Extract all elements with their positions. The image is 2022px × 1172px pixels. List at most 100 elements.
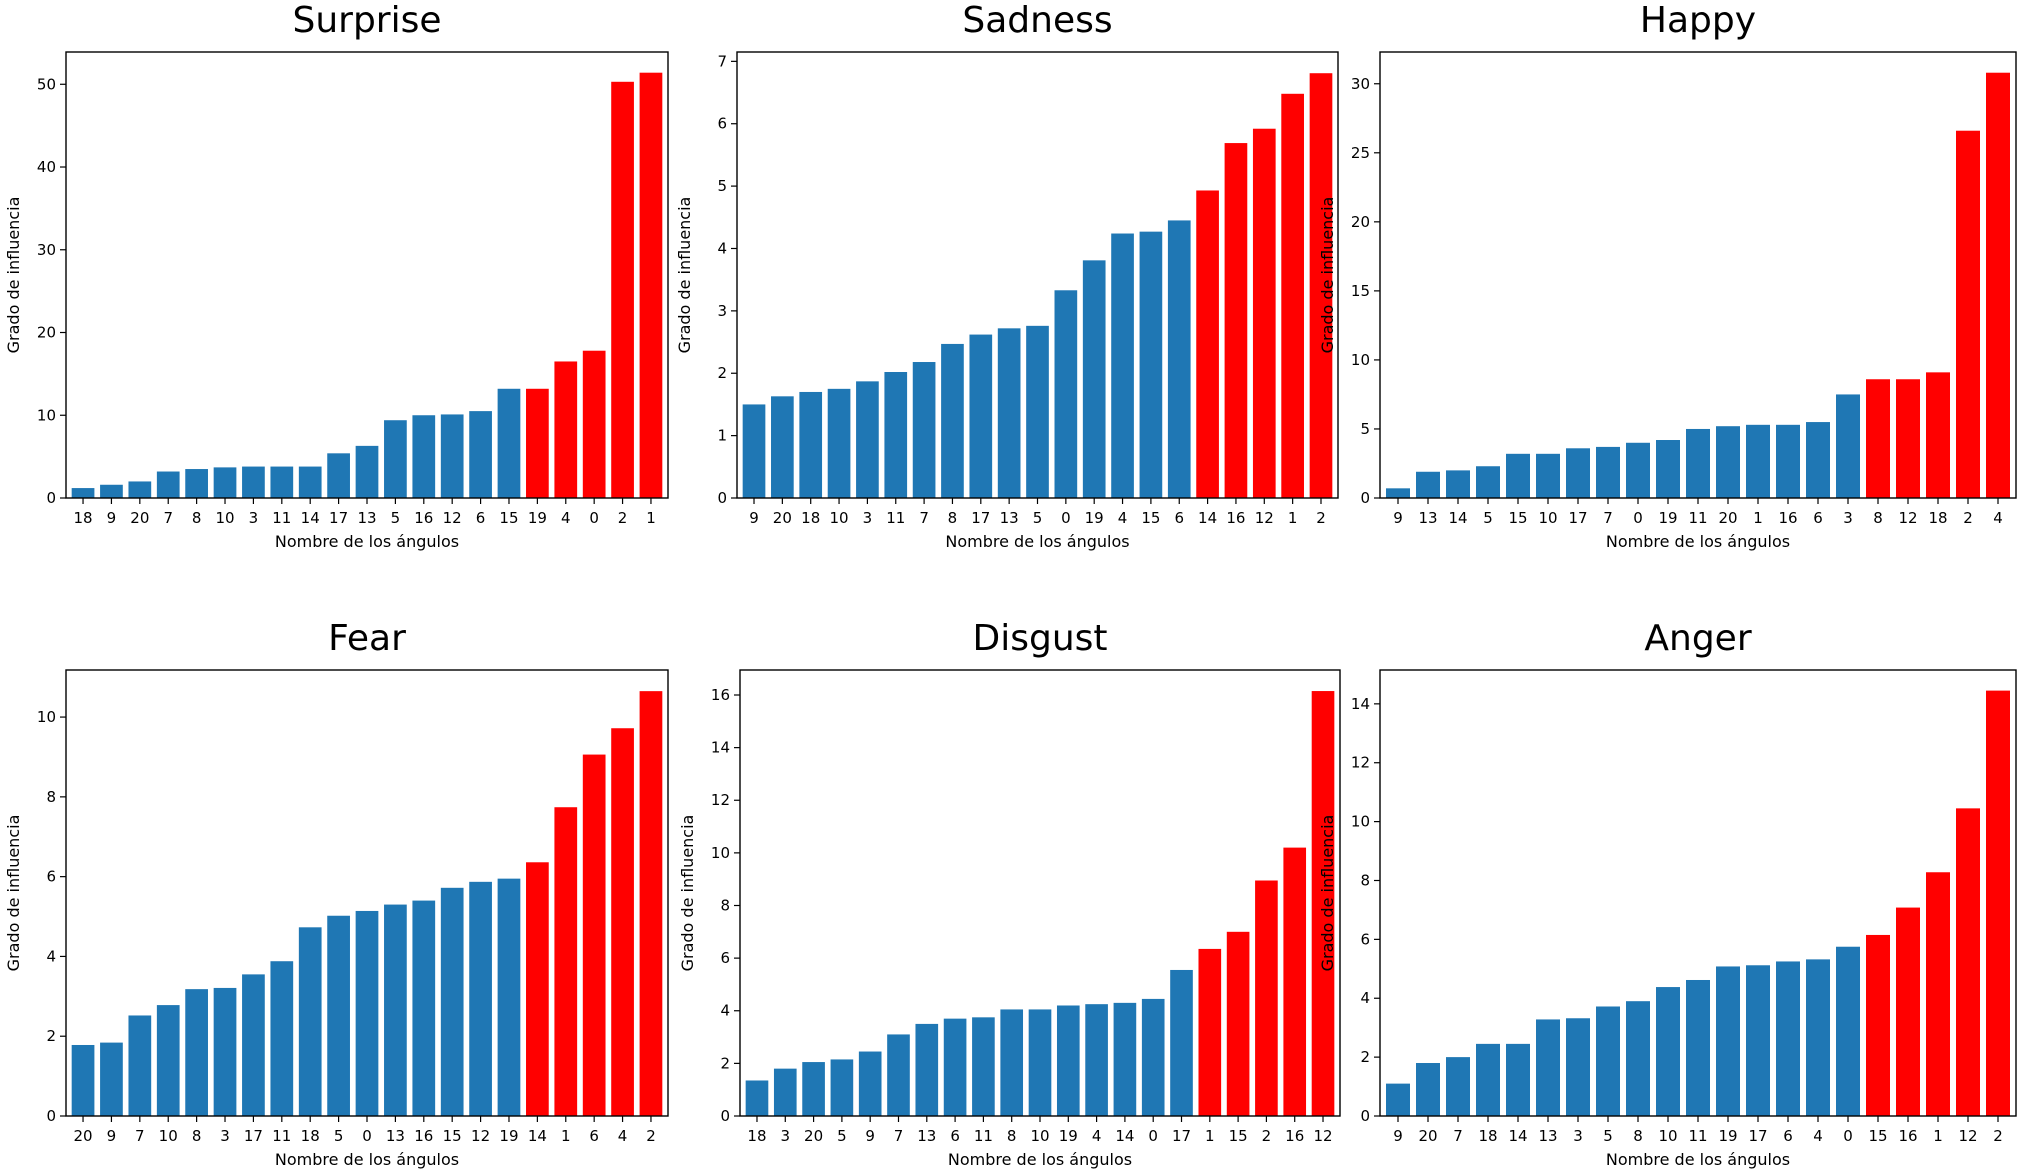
x-tick-label: 19 bbox=[499, 1127, 518, 1145]
bar-sadness-6 bbox=[1167, 220, 1191, 499]
bar-surprise-7 bbox=[156, 471, 180, 498]
x-tick-label: 5 bbox=[391, 509, 401, 527]
bar-anger-7 bbox=[1446, 1057, 1470, 1116]
x-tick-label: 18 bbox=[801, 509, 820, 527]
bar-fear-15 bbox=[440, 887, 464, 1116]
x-tick-label: 5 bbox=[334, 1127, 344, 1145]
x-tick-label: 7 bbox=[135, 1127, 145, 1145]
x-tick-label: 13 bbox=[357, 509, 376, 527]
x-tick-label: 9 bbox=[865, 1127, 875, 1145]
x-tick-label: 7 bbox=[163, 509, 173, 527]
bar-fear-0 bbox=[355, 910, 379, 1116]
x-tick-label: 0 bbox=[589, 509, 599, 527]
bar-happy-14 bbox=[1446, 470, 1470, 498]
bar-happy-5 bbox=[1476, 466, 1500, 498]
bar-happy-3 bbox=[1836, 394, 1860, 498]
x-tick-label: 20 bbox=[1418, 1127, 1437, 1145]
bar-anger-0 bbox=[1836, 946, 1860, 1116]
y-tick-label: 10 bbox=[1351, 813, 1370, 831]
x-tick-label: 9 bbox=[749, 509, 759, 527]
bar-surprise-4 bbox=[554, 361, 578, 498]
x-tick-label: 12 bbox=[1958, 1127, 1977, 1145]
x-tick-label: 14 bbox=[1508, 1127, 1527, 1145]
x-tick-label: 18 bbox=[1928, 509, 1947, 527]
x-tick-label: 11 bbox=[974, 1127, 993, 1145]
bar-happy-1 bbox=[1746, 424, 1770, 498]
chart-title: Happy bbox=[1640, 0, 1756, 41]
x-tick-label: 1 bbox=[646, 509, 656, 527]
chart-title: Sadness bbox=[962, 0, 1112, 41]
bar-disgust-4 bbox=[1085, 1004, 1108, 1116]
bar-surprise-13 bbox=[355, 445, 379, 498]
x-tick-label: 16 bbox=[1285, 1127, 1304, 1145]
y-tick-label: 15 bbox=[1351, 282, 1370, 300]
bar-happy-7 bbox=[1596, 446, 1620, 498]
bar-anger-6 bbox=[1776, 961, 1800, 1116]
x-tick-label: 2 bbox=[1316, 509, 1326, 527]
y-tick-label: 5 bbox=[1360, 420, 1370, 438]
bar-happy-4 bbox=[1986, 72, 2010, 499]
bar-surprise-2 bbox=[611, 81, 634, 498]
bar-happy-9 bbox=[1386, 488, 1410, 498]
x-tick-label: 15 bbox=[1868, 1127, 1887, 1145]
x-tick-label: 6 bbox=[1783, 1127, 1793, 1145]
y-tick-label: 6 bbox=[46, 868, 56, 886]
bar-disgust-14 bbox=[1113, 1002, 1137, 1116]
x-tick-label: 12 bbox=[1313, 1127, 1332, 1145]
bar-fear-1 bbox=[554, 807, 578, 1116]
bar-surprise-6 bbox=[469, 411, 492, 498]
x-tick-label: 4 bbox=[1118, 509, 1128, 527]
bar-disgust-9 bbox=[858, 1051, 882, 1116]
chart-title: Fear bbox=[328, 618, 406, 659]
bar-sadness-8 bbox=[941, 343, 964, 498]
x-tick-label: 6 bbox=[589, 1127, 599, 1145]
x-tick-label: 11 bbox=[272, 1127, 291, 1145]
x-tick-label: 14 bbox=[1198, 509, 1217, 527]
x-tick-label: 1 bbox=[1933, 1127, 1943, 1145]
bar-happy-18 bbox=[1926, 372, 1950, 498]
y-axis-label: Grado de influencia bbox=[4, 197, 23, 354]
bar-surprise-8 bbox=[185, 469, 208, 498]
bar-fear-10 bbox=[156, 1005, 180, 1116]
bar-surprise-15 bbox=[497, 388, 521, 498]
bar-anger-17 bbox=[1746, 965, 1770, 1116]
bar-surprise-10 bbox=[213, 467, 237, 498]
bar-sadness-7 bbox=[912, 362, 936, 498]
bar-happy-8 bbox=[1866, 379, 1890, 498]
x-tick-label: 2 bbox=[1993, 1127, 2003, 1145]
chart-title: Disgust bbox=[972, 618, 1107, 659]
bar-disgust-18 bbox=[745, 1080, 769, 1116]
y-tick-label: 8 bbox=[1360, 871, 1370, 889]
y-tick-label: 40 bbox=[37, 158, 56, 176]
x-tick-label: 10 bbox=[215, 509, 234, 527]
x-tick-label: 8 bbox=[192, 1127, 202, 1145]
x-tick-label: 10 bbox=[159, 1127, 178, 1145]
x-tick-label: 8 bbox=[1007, 1127, 1017, 1145]
x-tick-label: 11 bbox=[886, 509, 905, 527]
x-tick-label: 20 bbox=[130, 509, 149, 527]
bar-happy-2 bbox=[1956, 130, 1980, 498]
x-tick-label: 17 bbox=[971, 509, 990, 527]
y-axis-label: Grado de influencia bbox=[1318, 197, 1337, 354]
bar-fear-19 bbox=[497, 878, 521, 1116]
x-tick-label: 6 bbox=[1174, 509, 1184, 527]
chart-title: Surprise bbox=[292, 0, 441, 41]
y-axis-label: Grado de influencia bbox=[678, 815, 697, 972]
x-tick-label: 14 bbox=[1115, 1127, 1134, 1145]
bar-sadness-19 bbox=[1082, 260, 1106, 498]
y-tick-label: 14 bbox=[1351, 695, 1370, 713]
y-tick-label: 12 bbox=[711, 791, 730, 809]
y-tick-label: 2 bbox=[720, 1054, 730, 1072]
bar-sadness-11 bbox=[884, 372, 908, 498]
bar-sadness-0 bbox=[1054, 290, 1078, 498]
y-tick-label: 20 bbox=[1351, 213, 1370, 231]
bar-disgust-8 bbox=[1000, 1009, 1024, 1116]
x-tick-label: 3 bbox=[249, 509, 259, 527]
y-tick-label: 7 bbox=[717, 52, 727, 70]
x-tick-label: 10 bbox=[1658, 1127, 1677, 1145]
y-tick-label: 2 bbox=[1360, 1048, 1370, 1066]
y-tick-label: 14 bbox=[711, 739, 730, 757]
